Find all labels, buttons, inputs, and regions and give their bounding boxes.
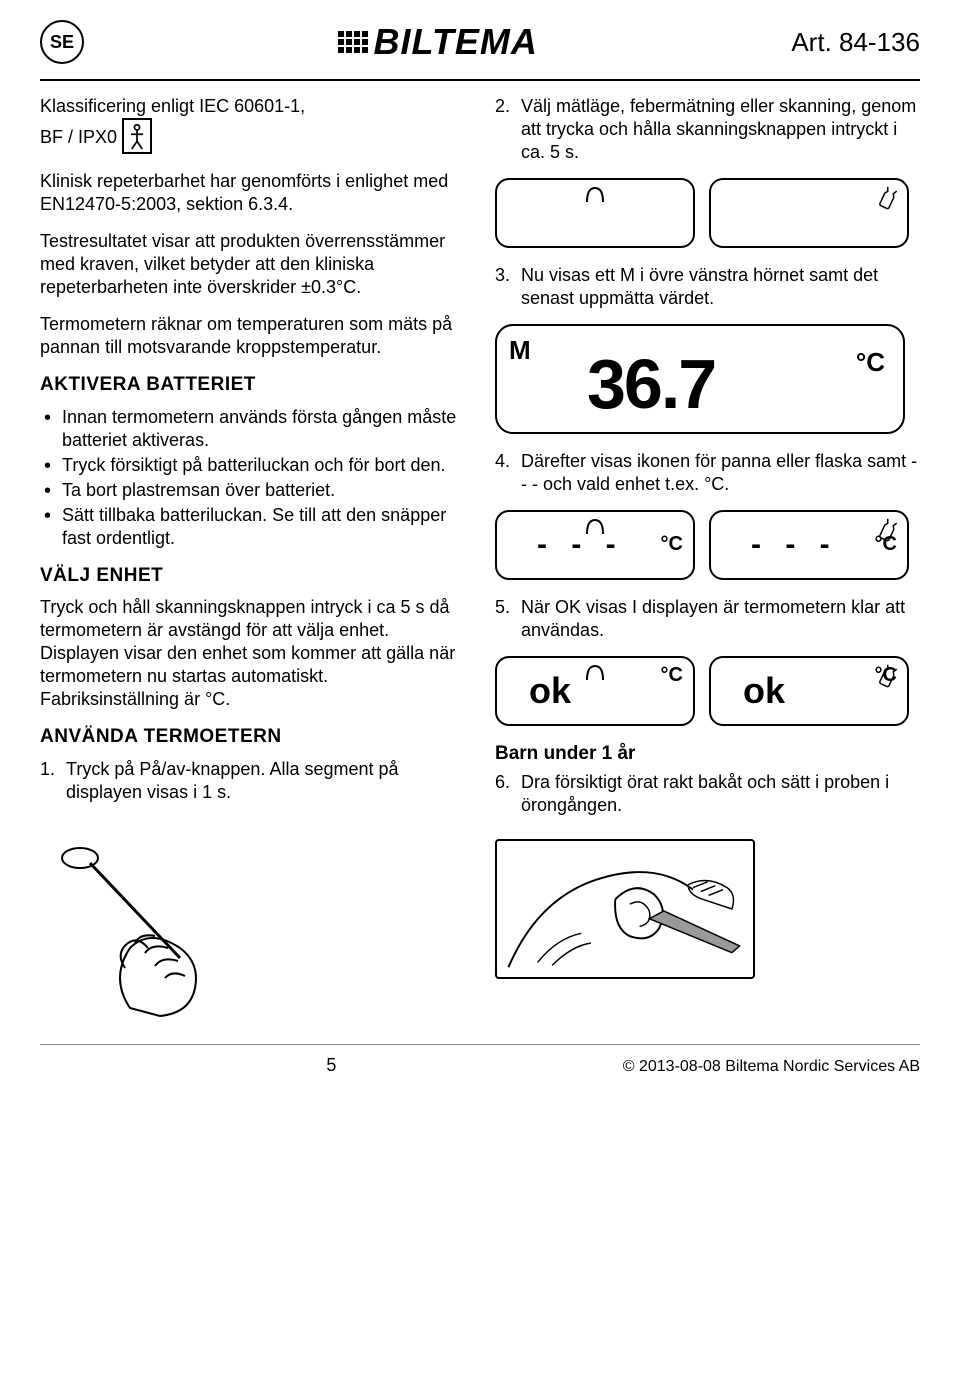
display-pair-empty [495,178,920,248]
step-text: Nu visas ett M i övre vänstra hörnet sam… [521,265,878,308]
page-number: 5 [326,1055,336,1076]
list-item: 4. Därefter visas ikonen för panna eller … [495,450,920,496]
display-bottle-empty [709,178,909,248]
forehead-icon [583,662,607,688]
list-item: 6. Dra försiktigt örat rakt bakåt och sät… [495,771,920,817]
display-pair-dashes: - - - °C - - - °C [495,510,920,580]
step-number: 1. [40,758,55,781]
display-forehead-ok: ok °C [495,656,695,726]
language-badge: SE [40,20,84,64]
thermometer-calc-text: Termometern räknar om temperaturen som m… [40,313,465,359]
classification-line1: Klassificering enligt IEC 60601-1, [40,95,465,118]
list-item: Innan termometern används första gången … [40,406,465,452]
page-footer: 5 © 2013-08-08 Biltema Nordic Services A… [40,1044,920,1076]
right-column: 2. Välj mätläge, febermätning eller skann… [495,95,920,1024]
ok-text: ok [743,668,785,714]
step-number: 6. [495,771,510,794]
article-number: Art. 84-136 [791,27,920,58]
step-text: Välj mätläge, febermätning eller skannin… [521,96,916,162]
step-number: 2. [495,95,510,118]
list-item: 5. När OK visas I displayen är termometer… [495,596,920,642]
dashes-text: - - - [537,526,624,564]
ear-probe-illustration [495,839,755,979]
list-item: 2. Välj mätläge, febermätning eller skann… [495,95,920,164]
step4-list: 4. Därefter visas ikonen för panna eller … [495,450,920,496]
logo-dots-icon [338,31,368,53]
page-header: SE BILTEMA Art. 84-136 [40,20,920,64]
step6-list: 6. Dra försiktigt örat rakt bakåt och sät… [495,771,920,817]
bottle-icon [879,186,897,216]
display-bottle-ok: ok °C [709,656,909,726]
list-item: 3. Nu visas ett M i övre vänstra hörnet s… [495,264,920,310]
left-column: Klassificering enligt IEC 60601-1, BF / … [40,95,465,1024]
step-text: När OK visas I displayen är termometern … [521,597,905,640]
step-number: 4. [495,450,510,473]
list-item: 1. Tryck på På/av-knappen. Alla segment p… [40,758,465,804]
unit-text: °C [661,663,683,689]
step5-list: 5. När OK visas I displayen är termometer… [495,596,920,642]
display-bottle-dashes: - - - °C [709,510,909,580]
logo-text: BILTEMA [374,21,538,63]
list-item: Tryck försiktigt på batteriluckan och fö… [40,454,465,477]
step-text: Därefter visas ikonen för panna eller fl… [521,451,917,494]
type-bf-icon [122,118,152,154]
classification-line2: BF / IPX0 [40,127,117,147]
heading-select-unit: VÄLJ ENHET [40,564,465,588]
unit-text: °C [875,532,897,558]
step-number: 5. [495,596,510,619]
step-text: Dra försiktigt örat rakt bakåt och sätt … [521,772,889,815]
step2-list: 2. Välj mätläge, febermätning eller skann… [495,95,920,164]
step-text: Tryck på På/av-knappen. Alla segment på … [66,759,399,802]
test-result-text: Testresultatet visar att produkten överr… [40,230,465,299]
step3-list: 3. Nu visas ett M i övre vänstra hörnet s… [495,264,920,310]
list-item: Ta bort plastremsan över batteriet. [40,479,465,502]
use-steps-list: 1. Tryck på På/av-knappen. Alla segment p… [40,758,465,804]
list-item: Sätt tillbaka batteriluckan. Se till att… [40,504,465,550]
hand-holding-thermometer-illustration [40,828,230,1018]
unit-text: °C [875,663,897,689]
display-forehead-dashes: - - - °C [495,510,695,580]
display-temperature-reading: M 36.7 °C [495,324,905,434]
heading-use-thermometer: ANVÄNDA TERMOETERN [40,725,465,749]
select-unit-text: Tryck och håll skanningsknappen intryck … [40,596,465,711]
battery-steps-list: Innan termometern används första gången … [40,406,465,550]
display-pair-ok: ok °C ok °C [495,656,920,726]
display-forehead-empty [495,178,695,248]
dashes-text: - - - [751,526,838,564]
unit-text: °C [661,532,683,558]
temperature-value: 36.7 [587,340,715,430]
subheading-children: Barn under 1 år [495,742,920,766]
temperature-unit: °C [856,346,885,379]
copyright-text: © 2013-08-08 Biltema Nordic Services AB [623,1058,920,1076]
heading-activate-battery: AKTIVERA BATTERIET [40,373,465,397]
clinical-repeat-text: Klinisk repeterbarhet har genomförts i e… [40,170,465,216]
forehead-icon [583,184,607,210]
ok-text: ok [529,668,571,714]
header-divider [40,79,920,81]
memory-indicator: M [509,334,531,367]
brand-logo: BILTEMA [338,21,538,63]
step-number: 3. [495,264,510,287]
